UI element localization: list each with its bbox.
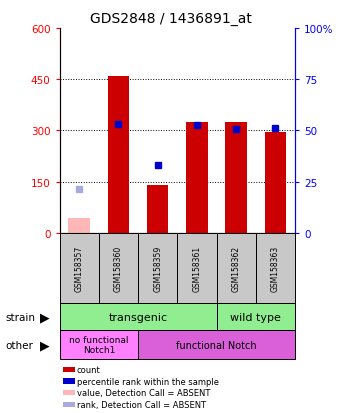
Text: wild type: wild type (230, 312, 281, 322)
Text: rank, Detection Call = ABSENT: rank, Detection Call = ABSENT (77, 400, 206, 409)
Text: strain: strain (5, 312, 35, 322)
Text: count: count (77, 365, 101, 374)
Text: GSM158357: GSM158357 (75, 245, 84, 292)
Bar (225, 123, 247, 233)
Bar (138, 330, 295, 359)
Bar (177, 233, 217, 304)
Text: transgenic: transgenic (108, 312, 168, 322)
Bar (69, 218, 90, 233)
Bar (265, 133, 286, 233)
Bar (147, 186, 168, 233)
Text: ▶: ▶ (40, 338, 49, 351)
Text: value, Detection Call = ABSENT: value, Detection Call = ABSENT (77, 388, 210, 397)
Bar (60, 233, 99, 304)
Text: other: other (5, 340, 33, 350)
Text: GDS2848 / 1436891_at: GDS2848 / 1436891_at (90, 12, 251, 26)
Bar (108, 76, 129, 233)
Bar (217, 233, 256, 304)
Bar (256, 233, 295, 304)
Bar (217, 304, 295, 330)
Bar (186, 123, 208, 233)
Text: functional Notch: functional Notch (176, 340, 257, 350)
Text: GSM158363: GSM158363 (271, 245, 280, 292)
Bar (60, 304, 217, 330)
Text: ▶: ▶ (40, 311, 49, 323)
Text: GSM158359: GSM158359 (153, 245, 162, 292)
Text: percentile rank within the sample: percentile rank within the sample (77, 377, 219, 386)
Bar (138, 233, 177, 304)
Text: GSM158361: GSM158361 (192, 245, 202, 292)
Bar (99, 233, 138, 304)
Bar (60, 330, 138, 359)
Text: no functional
Notch1: no functional Notch1 (69, 335, 129, 354)
Text: GSM158360: GSM158360 (114, 245, 123, 292)
Text: GSM158362: GSM158362 (232, 245, 241, 292)
